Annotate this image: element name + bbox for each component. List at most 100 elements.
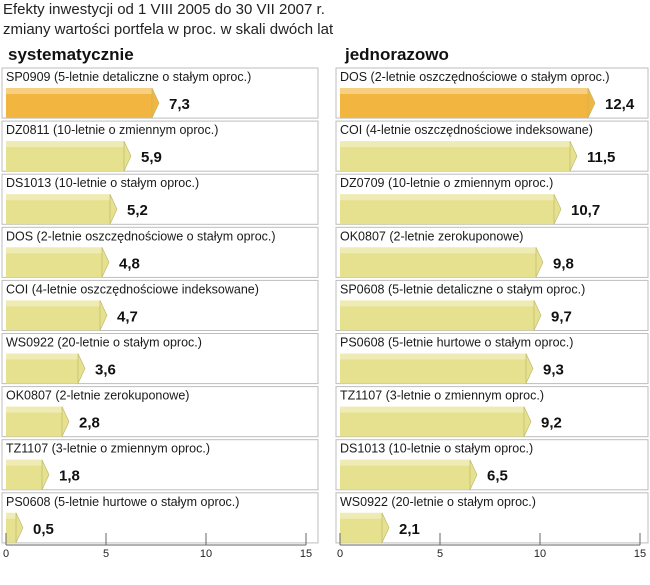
row-frame	[335, 120, 649, 172]
bar	[6, 194, 110, 225]
row-frame	[335, 279, 649, 331]
bar-highlight	[340, 141, 570, 148]
bar-highlight	[6, 88, 152, 94]
bar-end-cap	[553, 194, 562, 225]
bar-value-label: 9,7	[551, 308, 572, 325]
panel-title-jednorazowo: jednorazowo	[345, 45, 449, 64]
chart-title: Efekty inwestycji od 1 VIII 2005 do 30 V…	[3, 1, 325, 18]
bar	[340, 406, 524, 437]
bar-end-cap	[77, 353, 86, 384]
bar-highlight	[6, 300, 100, 307]
bar	[340, 194, 554, 225]
row-frame	[335, 67, 649, 119]
row-frame	[335, 226, 649, 278]
row-frame	[335, 173, 649, 225]
bar-value-label: 2,1	[399, 521, 420, 538]
bar-end-cap	[15, 512, 24, 543]
bar	[340, 300, 534, 331]
row-frame	[335, 386, 649, 438]
row-frame	[1, 120, 319, 172]
bar-value-label: 1,8	[59, 468, 80, 485]
bar-end-cap	[469, 459, 478, 490]
x-tick-label: 15	[300, 548, 312, 560]
x-tick-label: 10	[200, 548, 212, 560]
row-frame	[1, 226, 319, 278]
bar-value-label: 6,5	[487, 468, 508, 485]
x-tick-label: 0	[337, 548, 343, 560]
bar	[6, 141, 124, 172]
bar-category-label: WS0922 (20-letnie o stałym oproc.)	[6, 336, 202, 350]
bar-end-cap	[109, 194, 118, 225]
bar-category-label: DS1013 (10-letnie o stałym oproc.)	[6, 176, 199, 190]
bar-end-cap	[535, 247, 544, 278]
bar	[6, 459, 42, 490]
bar-value-label: 5,9	[141, 149, 162, 166]
bar	[6, 88, 152, 118]
bar-value-label: 9,2	[541, 415, 562, 432]
bar-value-label: 10,7	[571, 202, 600, 219]
bar-highlight	[6, 406, 62, 413]
bar	[340, 459, 470, 490]
bar-end-cap	[381, 512, 390, 543]
bar-highlight	[6, 194, 110, 201]
row-frame	[1, 67, 319, 119]
bar-end-cap	[151, 87, 160, 119]
bar-value-label: 4,8	[119, 255, 140, 272]
bar	[6, 406, 62, 437]
panel-1: DOS (2-letnie oszczędnościowe o stałym o…	[335, 67, 649, 560]
bar-value-label: 12,4	[605, 96, 635, 113]
bar-end-cap	[569, 140, 578, 172]
bar-category-label: DZ0709 (10-letnie o zmiennym oproc.)	[340, 176, 553, 190]
x-tick-label: 10	[534, 548, 546, 560]
row-frame	[335, 439, 649, 491]
bar	[340, 88, 588, 118]
bar-category-label: PS0608 (5-letnie hurtowe o stałym oproc.…	[340, 336, 573, 350]
bar	[6, 512, 16, 543]
row-frame	[1, 439, 319, 491]
bar-highlight	[340, 406, 524, 413]
bar-end-cap	[99, 300, 108, 331]
bar-end-cap	[101, 247, 110, 278]
bar-highlight	[340, 512, 382, 519]
x-tick-label: 0	[3, 548, 9, 560]
panel-title-systematycznie: systematycznie	[8, 45, 134, 64]
bar-highlight	[6, 512, 16, 519]
bar-value-label: 7,3	[169, 96, 190, 113]
bar-highlight	[340, 300, 534, 307]
bar	[6, 353, 78, 384]
row-frame	[1, 333, 319, 385]
bar-value-label: 9,8	[553, 255, 574, 272]
bar	[340, 512, 382, 543]
bar-category-label: PS0608 (5-letnie hurtowe o stałym oproc.…	[6, 495, 239, 509]
bar-highlight	[340, 459, 470, 466]
x-tick-label: 5	[103, 548, 109, 560]
bar-value-label: 9,3	[543, 362, 564, 379]
bar-highlight	[6, 459, 42, 466]
bar-highlight	[6, 353, 78, 360]
bar-highlight	[340, 194, 554, 201]
row-frame	[1, 492, 319, 544]
bar-value-label: 4,7	[117, 308, 138, 325]
bar-end-cap	[123, 140, 132, 172]
bar-value-label: 2,8	[79, 415, 100, 432]
row-frame	[1, 279, 319, 331]
bar	[340, 141, 570, 172]
chart-subtitle: zmiany wartości portfela w proc. w skali…	[3, 21, 334, 38]
bar-category-label: DZ0811 (10-letnie o zmiennym oproc.)	[6, 123, 218, 137]
row-frame	[1, 173, 319, 225]
bar-highlight	[6, 141, 124, 148]
bar-value-label: 5,2	[127, 202, 148, 219]
bar-end-cap	[61, 406, 70, 437]
bar	[6, 300, 100, 331]
x-tick-label: 5	[437, 548, 443, 560]
bar-category-label: SP0608 (5-letnie detaliczne o stałym opr…	[340, 282, 585, 296]
bar-end-cap	[587, 87, 596, 119]
row-frame	[335, 333, 649, 385]
bar-highlight	[340, 247, 536, 254]
bar-category-label: TZ1107 (3-letnie o zmiennym oproc.)	[6, 442, 210, 456]
bar-category-label: TZ1107 (3-letnie o zmiennym oproc.)	[340, 389, 544, 403]
row-frame	[335, 492, 649, 544]
bar	[6, 247, 102, 278]
panel-0: SP0909 (5-letnie detaliczne o stałym opr…	[1, 67, 319, 560]
bar-highlight	[340, 88, 588, 94]
